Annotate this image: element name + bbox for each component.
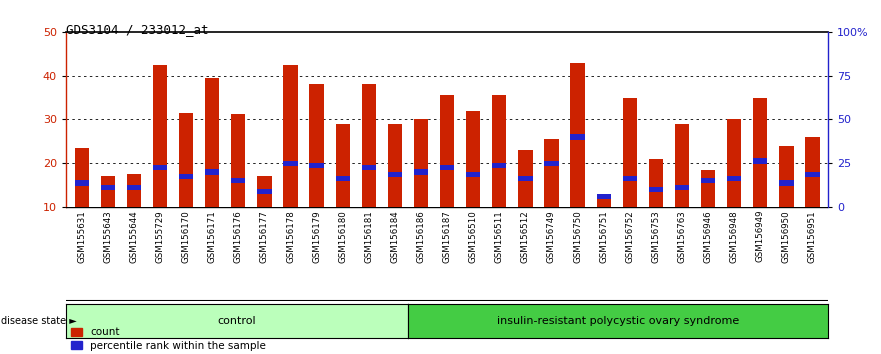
Text: GSM156749: GSM156749 <box>547 210 556 263</box>
Bar <box>675 124 689 207</box>
Bar <box>257 189 271 194</box>
Bar <box>570 63 585 207</box>
Bar <box>544 161 559 166</box>
Text: GSM156179: GSM156179 <box>312 210 321 263</box>
Bar <box>675 185 689 190</box>
Bar <box>388 124 402 207</box>
Text: GSM156948: GSM156948 <box>729 210 738 263</box>
Bar <box>701 178 715 183</box>
Bar <box>179 174 193 179</box>
Bar <box>127 185 141 190</box>
Bar <box>361 165 376 170</box>
Bar <box>727 120 742 207</box>
Bar <box>336 176 350 181</box>
Bar <box>309 163 324 168</box>
Bar <box>805 172 819 177</box>
Bar <box>231 178 246 183</box>
Bar <box>623 176 637 181</box>
Text: GSM156187: GSM156187 <box>442 210 452 263</box>
Text: GSM156752: GSM156752 <box>626 210 634 263</box>
Text: GDS3104 / 233012_at: GDS3104 / 233012_at <box>66 23 209 36</box>
Text: GSM155643: GSM155643 <box>103 210 113 263</box>
Text: control: control <box>218 316 256 326</box>
Bar <box>284 161 298 166</box>
Bar <box>152 165 167 170</box>
Bar <box>75 148 89 207</box>
Text: GSM156511: GSM156511 <box>495 210 504 263</box>
Text: GSM156751: GSM156751 <box>599 210 608 263</box>
Text: GSM156753: GSM156753 <box>651 210 661 263</box>
Bar <box>75 181 89 185</box>
Bar <box>336 124 350 207</box>
Text: GSM155729: GSM155729 <box>156 210 165 263</box>
Text: GSM156949: GSM156949 <box>756 210 765 262</box>
Bar <box>779 181 794 185</box>
Bar <box>701 170 715 207</box>
Text: GSM156512: GSM156512 <box>521 210 529 263</box>
Text: GSM156186: GSM156186 <box>417 210 426 263</box>
Bar <box>466 172 480 177</box>
Text: GSM156176: GSM156176 <box>233 210 243 263</box>
Text: GSM156170: GSM156170 <box>181 210 190 263</box>
Bar <box>466 111 480 207</box>
Bar <box>127 174 141 207</box>
Bar <box>518 176 533 181</box>
Bar <box>100 185 115 190</box>
Bar <box>570 135 585 139</box>
Bar <box>753 159 767 164</box>
Bar <box>257 176 271 207</box>
Bar <box>623 98 637 207</box>
Bar <box>596 198 611 207</box>
Text: GSM156750: GSM156750 <box>574 210 582 263</box>
Text: GSM156171: GSM156171 <box>208 210 217 263</box>
Legend: count, percentile rank within the sample: count, percentile rank within the sample <box>71 327 266 350</box>
Bar <box>414 120 428 207</box>
Bar <box>544 139 559 207</box>
Text: GSM155644: GSM155644 <box>130 210 138 263</box>
Bar <box>440 95 455 207</box>
Bar <box>492 95 507 207</box>
Text: GSM155631: GSM155631 <box>78 210 86 263</box>
Text: GSM156950: GSM156950 <box>781 210 791 263</box>
Bar <box>779 146 794 207</box>
Bar <box>231 114 246 207</box>
Bar <box>179 113 193 207</box>
Text: GSM156177: GSM156177 <box>260 210 269 263</box>
Bar <box>414 170 428 175</box>
Text: disease state ►: disease state ► <box>1 316 77 326</box>
Bar <box>205 170 219 175</box>
Bar <box>205 78 219 207</box>
Text: GSM156180: GSM156180 <box>338 210 347 263</box>
Bar <box>100 176 115 207</box>
Bar <box>596 194 611 199</box>
Text: GSM156184: GSM156184 <box>390 210 399 263</box>
Text: insulin-resistant polycystic ovary syndrome: insulin-resistant polycystic ovary syndr… <box>497 316 739 326</box>
Bar <box>440 165 455 170</box>
Text: GSM156178: GSM156178 <box>286 210 295 263</box>
Text: GSM156510: GSM156510 <box>469 210 478 263</box>
Bar <box>648 187 663 192</box>
Bar <box>753 98 767 207</box>
Text: GSM156181: GSM156181 <box>365 210 374 263</box>
Bar <box>284 65 298 207</box>
Bar <box>727 176 742 181</box>
Text: GSM156946: GSM156946 <box>704 210 713 263</box>
Bar <box>648 159 663 207</box>
Bar <box>518 150 533 207</box>
Bar <box>492 163 507 168</box>
Bar <box>309 84 324 207</box>
Bar <box>152 65 167 207</box>
Bar <box>388 172 402 177</box>
Text: GSM156763: GSM156763 <box>677 210 686 263</box>
Text: GSM156951: GSM156951 <box>808 210 817 263</box>
Bar <box>805 137 819 207</box>
Bar <box>361 84 376 207</box>
